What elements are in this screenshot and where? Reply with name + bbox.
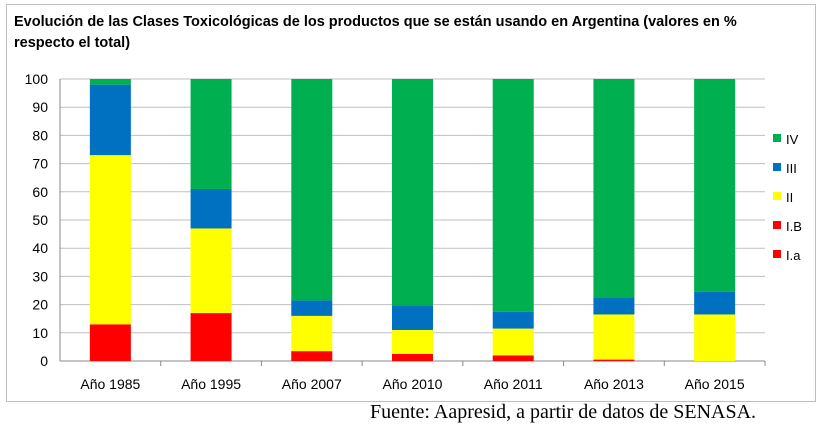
bar-segment: [89, 84, 131, 156]
legend-label: III: [786, 161, 797, 176]
bar-segment: [190, 228, 232, 314]
bar-segment: [291, 351, 333, 361]
bar-segment: [291, 315, 333, 352]
bar-segment: [190, 313, 232, 361]
bar-segment: [89, 324, 131, 361]
bar-segment: [492, 79, 534, 312]
bar-segment: [392, 329, 433, 354]
x-tick-label: Año 1985: [80, 376, 140, 392]
bar-segment: [190, 79, 232, 189]
bar-segment: [492, 311, 534, 329]
legend-swatch: [773, 163, 781, 171]
bar-segment: [492, 355, 534, 361]
bar-segment: [694, 314, 736, 361]
x-tick-label: Año 2013: [584, 376, 644, 392]
y-tick-label: 30: [32, 268, 48, 284]
legend-label: I.a: [786, 248, 801, 263]
legend-label: I.B: [786, 219, 802, 234]
source-note: Fuente: Aapresid, a partir de datos de S…: [370, 401, 757, 423]
bar-segment: [392, 306, 433, 330]
x-tick-label: Año 2011: [484, 376, 543, 392]
legend-swatch: [773, 134, 781, 142]
bar-segment: [291, 300, 333, 316]
y-tick-label: 100: [25, 71, 49, 87]
x-tick-label: Año 1995: [181, 376, 241, 392]
chart-frame: [6, 4, 816, 402]
y-tick-label: 80: [32, 127, 48, 143]
y-tick-label: 50: [32, 212, 48, 228]
y-tick-label: 70: [32, 156, 48, 172]
y-tick-label: 20: [32, 297, 48, 313]
legend-label: II: [786, 190, 793, 205]
bar-segment: [291, 79, 333, 301]
x-tick-label: Año 2015: [685, 376, 745, 392]
bar-segment: [593, 314, 635, 360]
legend-swatch: [773, 192, 781, 200]
bar-segment: [392, 353, 433, 361]
y-tick-label: 0: [40, 353, 48, 369]
bar-segment: [89, 155, 131, 325]
x-tick-label: Año 2007: [282, 376, 342, 392]
y-tick-label: 10: [32, 325, 48, 341]
bar-segment: [593, 297, 635, 315]
bar-segment: [492, 328, 534, 356]
y-tick-label: 90: [32, 99, 48, 115]
bar-segment: [694, 291, 736, 315]
bar-segment: [392, 79, 433, 307]
bar-segment: [190, 188, 232, 229]
legend-label: IV: [786, 132, 799, 147]
bar-segment: [694, 79, 736, 292]
y-tick-label: 40: [32, 240, 48, 256]
bar-segment: [593, 359, 635, 361]
y-tick-label: 60: [32, 184, 48, 200]
chart-title: Evolución de las Clases Toxicológicas de…: [14, 14, 737, 51]
bar-segment: [593, 79, 635, 298]
legend-swatch: [773, 221, 781, 229]
legend-swatch: [773, 250, 781, 258]
x-tick-label: Año 2010: [383, 376, 443, 392]
bar-segment: [89, 79, 131, 85]
